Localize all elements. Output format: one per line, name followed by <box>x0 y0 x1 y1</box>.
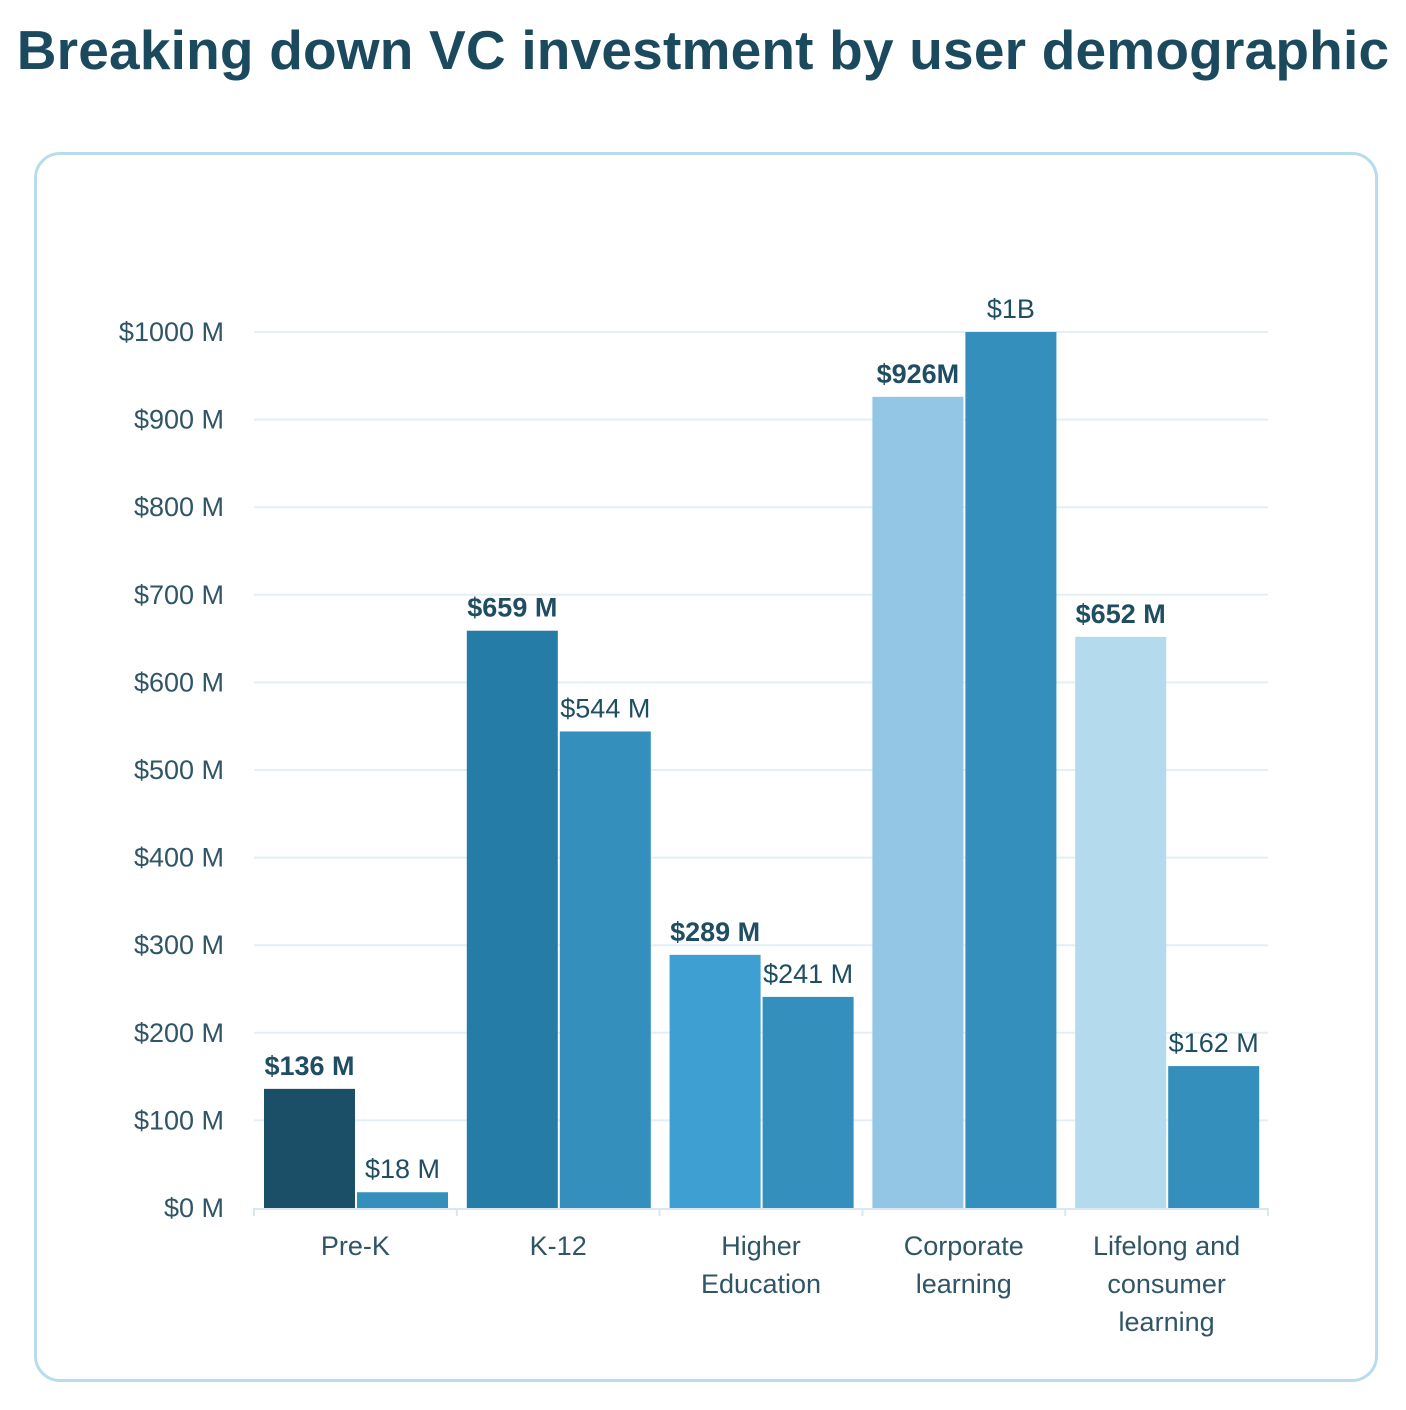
bar <box>669 954 761 1208</box>
y-tick-label: $400 M <box>134 843 224 873</box>
bar <box>1075 636 1167 1208</box>
y-tick-label: $1000 M <box>119 317 224 347</box>
x-category-label: Education <box>701 1269 821 1299</box>
bar-value-label: $659 M <box>467 593 557 623</box>
bar-value-label: $289 M <box>670 917 760 947</box>
x-category-label: Corporate <box>904 1231 1024 1261</box>
x-category-label: Lifelong and <box>1093 1231 1240 1261</box>
x-category-label: consumer <box>1107 1269 1226 1299</box>
bar <box>965 332 1057 1208</box>
y-tick-label: $0 M <box>164 1193 224 1223</box>
bar-value-label: $544 M <box>560 693 650 723</box>
y-tick-label: $700 M <box>134 580 224 610</box>
chart-title: Breaking down VC investment by user demo… <box>16 19 1390 81</box>
y-tick-label: $200 M <box>134 1018 224 1048</box>
bar <box>872 396 964 1209</box>
x-category-label: learning <box>1119 1307 1215 1337</box>
x-category-label: learning <box>916 1269 1012 1299</box>
bar-value-label: $1B <box>987 294 1035 324</box>
bar <box>762 996 854 1208</box>
bar-value-label: $241 M <box>763 959 853 989</box>
y-tick-label: $900 M <box>134 405 224 435</box>
bar-value-label: $652 M <box>1076 599 1166 629</box>
bar <box>357 1192 448 1208</box>
y-tick-label: $600 M <box>134 667 224 697</box>
x-category-label: Pre-K <box>321 1231 390 1261</box>
y-tick-label: $100 M <box>134 1105 224 1135</box>
bar <box>264 1088 355 1208</box>
bar-value-label: $162 M <box>1169 1028 1259 1058</box>
bar <box>1168 1066 1260 1208</box>
bar-value-label: $926M <box>877 359 960 389</box>
bar <box>466 630 558 1208</box>
bar-value-label: $18 M <box>365 1154 440 1184</box>
bar <box>559 731 651 1208</box>
x-category-label: K-12 <box>530 1231 587 1261</box>
x-category-label: Higher <box>721 1231 801 1261</box>
y-tick-label: $500 M <box>134 755 224 785</box>
y-tick-label: $800 M <box>134 492 224 522</box>
y-tick-label: $300 M <box>134 930 224 960</box>
bar-value-label: $136 M <box>264 1051 354 1081</box>
